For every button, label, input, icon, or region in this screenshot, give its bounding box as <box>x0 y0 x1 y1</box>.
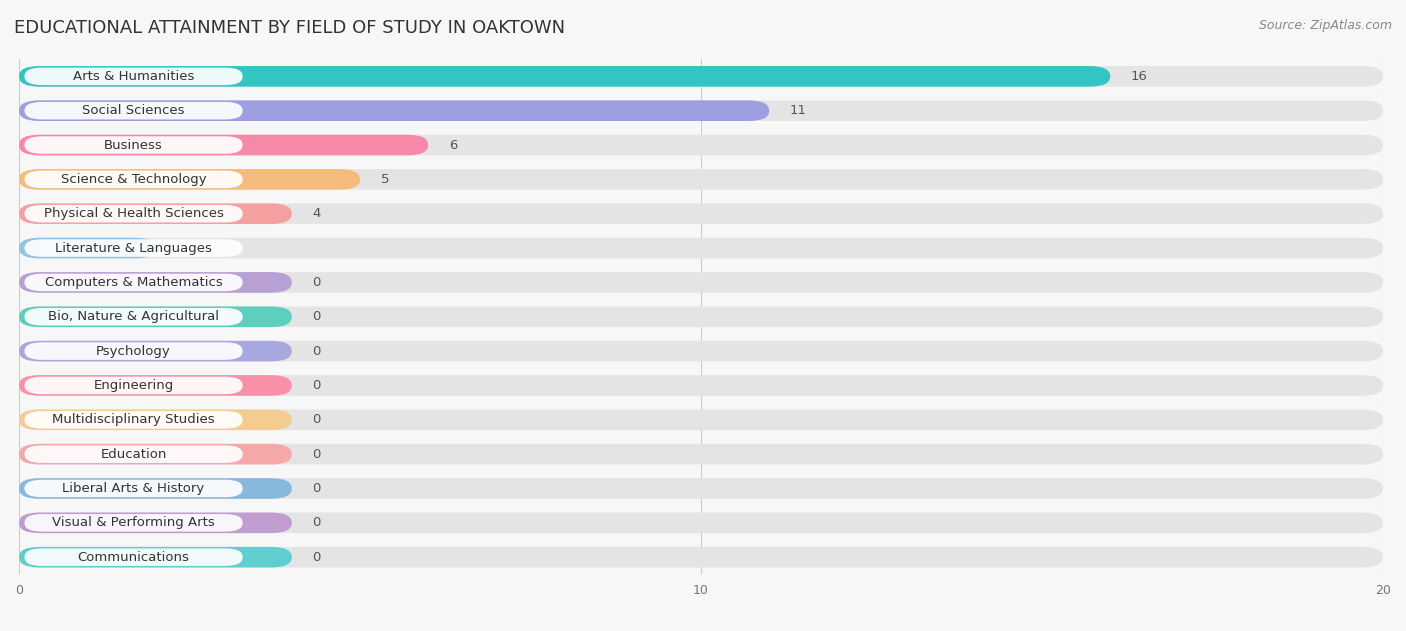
FancyBboxPatch shape <box>20 169 360 190</box>
FancyBboxPatch shape <box>24 411 243 428</box>
FancyBboxPatch shape <box>20 238 156 258</box>
FancyBboxPatch shape <box>24 343 243 360</box>
FancyBboxPatch shape <box>24 480 243 497</box>
Text: Computers & Mathematics: Computers & Mathematics <box>45 276 222 289</box>
FancyBboxPatch shape <box>20 512 1384 533</box>
FancyBboxPatch shape <box>20 307 1384 327</box>
FancyBboxPatch shape <box>24 308 243 326</box>
Text: Liberal Arts & History: Liberal Arts & History <box>62 482 205 495</box>
FancyBboxPatch shape <box>20 100 769 121</box>
Text: 0: 0 <box>312 482 321 495</box>
FancyBboxPatch shape <box>20 272 292 293</box>
FancyBboxPatch shape <box>24 68 243 85</box>
FancyBboxPatch shape <box>20 66 1384 86</box>
Text: Social Sciences: Social Sciences <box>83 104 184 117</box>
Text: Psychology: Psychology <box>96 345 172 358</box>
FancyBboxPatch shape <box>20 203 1384 224</box>
FancyBboxPatch shape <box>20 307 292 327</box>
FancyBboxPatch shape <box>24 136 243 154</box>
Text: 0: 0 <box>312 516 321 529</box>
FancyBboxPatch shape <box>24 102 243 119</box>
Text: Science & Technology: Science & Technology <box>60 173 207 186</box>
FancyBboxPatch shape <box>24 170 243 188</box>
FancyBboxPatch shape <box>20 444 1384 464</box>
Text: Business: Business <box>104 139 163 151</box>
FancyBboxPatch shape <box>20 135 429 155</box>
FancyBboxPatch shape <box>24 239 243 257</box>
FancyBboxPatch shape <box>20 203 292 224</box>
FancyBboxPatch shape <box>20 547 292 567</box>
Text: Visual & Performing Arts: Visual & Performing Arts <box>52 516 215 529</box>
Text: Bio, Nature & Agricultural: Bio, Nature & Agricultural <box>48 310 219 323</box>
FancyBboxPatch shape <box>24 548 243 566</box>
Text: 0: 0 <box>312 276 321 289</box>
FancyBboxPatch shape <box>24 274 243 291</box>
Text: 11: 11 <box>790 104 807 117</box>
FancyBboxPatch shape <box>20 169 1384 190</box>
Text: Literature & Languages: Literature & Languages <box>55 242 212 254</box>
FancyBboxPatch shape <box>20 238 1384 258</box>
FancyBboxPatch shape <box>20 410 292 430</box>
FancyBboxPatch shape <box>20 135 1384 155</box>
FancyBboxPatch shape <box>20 410 1384 430</box>
Text: Arts & Humanities: Arts & Humanities <box>73 70 194 83</box>
Text: 4: 4 <box>312 207 321 220</box>
FancyBboxPatch shape <box>20 66 1111 86</box>
FancyBboxPatch shape <box>20 478 1384 498</box>
Text: 5: 5 <box>381 173 389 186</box>
Text: 6: 6 <box>449 139 457 151</box>
Text: Communications: Communications <box>77 551 190 563</box>
FancyBboxPatch shape <box>20 375 292 396</box>
FancyBboxPatch shape <box>20 547 1384 567</box>
Text: 0: 0 <box>312 551 321 563</box>
Text: 0: 0 <box>312 379 321 392</box>
Text: 0: 0 <box>312 413 321 427</box>
FancyBboxPatch shape <box>20 272 1384 293</box>
Text: 0: 0 <box>312 310 321 323</box>
Text: Source: ZipAtlas.com: Source: ZipAtlas.com <box>1258 19 1392 32</box>
FancyBboxPatch shape <box>20 341 292 362</box>
Text: Physical & Health Sciences: Physical & Health Sciences <box>44 207 224 220</box>
Text: 2: 2 <box>176 242 184 254</box>
FancyBboxPatch shape <box>24 377 243 394</box>
Text: EDUCATIONAL ATTAINMENT BY FIELD OF STUDY IN OAKTOWN: EDUCATIONAL ATTAINMENT BY FIELD OF STUDY… <box>14 19 565 37</box>
FancyBboxPatch shape <box>24 205 243 223</box>
FancyBboxPatch shape <box>20 478 292 498</box>
FancyBboxPatch shape <box>24 514 243 531</box>
FancyBboxPatch shape <box>24 445 243 463</box>
FancyBboxPatch shape <box>20 444 292 464</box>
Text: Education: Education <box>100 447 167 461</box>
FancyBboxPatch shape <box>20 100 1384 121</box>
Text: 0: 0 <box>312 447 321 461</box>
FancyBboxPatch shape <box>20 375 1384 396</box>
Text: Engineering: Engineering <box>93 379 174 392</box>
FancyBboxPatch shape <box>20 341 1384 362</box>
FancyBboxPatch shape <box>20 512 292 533</box>
Text: 16: 16 <box>1130 70 1147 83</box>
Text: Multidisciplinary Studies: Multidisciplinary Studies <box>52 413 215 427</box>
Text: 0: 0 <box>312 345 321 358</box>
